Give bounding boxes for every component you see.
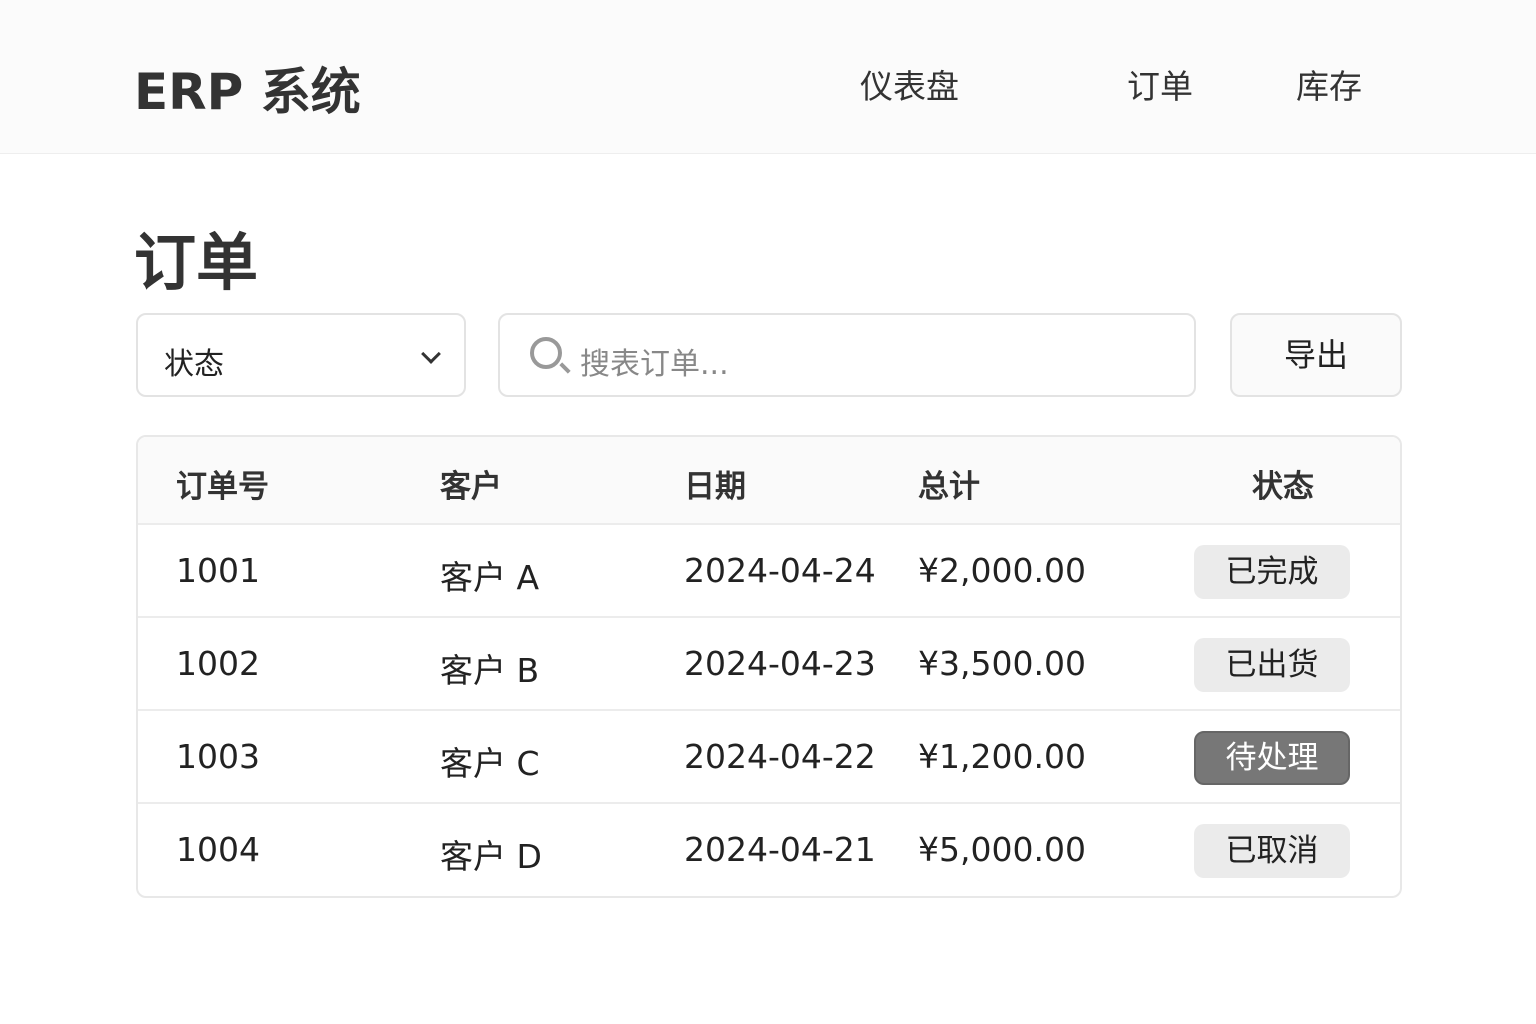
customer: 客户 C [440, 744, 540, 783]
brand-logo: ERP 系统 [134, 63, 361, 121]
export-button[interactable]: 导出 [1230, 313, 1402, 397]
order-total: ¥5,000.00 [918, 830, 1086, 869]
search-input[interactable]: 搜表订单... [498, 313, 1196, 397]
status-filter-value: 状态 [164, 347, 224, 382]
order-date: 2024-04-24 [684, 551, 876, 590]
order-total: ¥3,500.00 [918, 644, 1086, 683]
column-header-order-id[interactable]: 订单号 [176, 469, 269, 505]
search-placeholder: 搜表订单... [580, 347, 729, 382]
chevron-down-icon [421, 344, 441, 364]
status-badge: 待处理 [1194, 731, 1350, 785]
order-date: 2024-04-23 [684, 644, 876, 683]
customer: 客户 B [440, 651, 540, 690]
table-header: 订单号 客户 日期 总计 状态 [138, 437, 1400, 525]
search-icon [530, 337, 562, 369]
column-header-date[interactable]: 日期 [684, 469, 746, 505]
table-row[interactable]: 1001 客户 A 2024-04-24 ¥2,000.00 已完成 [138, 525, 1400, 618]
order-date: 2024-04-21 [684, 830, 876, 869]
top-header: ERP 系统 仪表盘 订单 库存 [0, 0, 1536, 154]
order-id: 1002 [176, 644, 260, 683]
table-row[interactable]: 1004 客户 D 2024-04-21 ¥5,000.00 已取消 [138, 804, 1400, 896]
nav-orders[interactable]: 订单 [1127, 67, 1193, 106]
nav-dashboard[interactable]: 仪表盘 [860, 67, 959, 106]
table-row[interactable]: 1002 客户 B 2024-04-23 ¥3,500.00 已出货 [138, 618, 1400, 711]
orders-table: 订单号 客户 日期 总计 状态 1001 客户 A 2024-04-24 ¥2,… [136, 435, 1402, 898]
table-row[interactable]: 1003 客户 C 2024-04-22 ¥1,200.00 待处理 [138, 711, 1400, 804]
nav-inventory[interactable]: 库存 [1296, 67, 1362, 106]
column-header-customer[interactable]: 客户 [440, 469, 502, 505]
order-id: 1001 [176, 551, 260, 590]
status-badge: 已完成 [1194, 545, 1350, 599]
page-title: 订单 [134, 226, 259, 299]
order-total: ¥2,000.00 [918, 551, 1086, 590]
status-badge: 已取消 [1194, 824, 1350, 878]
status-badge: 已出货 [1194, 638, 1350, 692]
customer: 客户 A [440, 558, 540, 597]
customer: 客户 D [440, 837, 542, 876]
column-header-status[interactable]: 状态 [1252, 469, 1314, 505]
column-header-total[interactable]: 总计 [918, 469, 980, 505]
order-id: 1004 [176, 830, 260, 869]
status-filter-select[interactable]: 状态 [136, 313, 466, 397]
order-id: 1003 [176, 737, 260, 776]
order-total: ¥1,200.00 [918, 737, 1086, 776]
order-date: 2024-04-22 [684, 737, 876, 776]
